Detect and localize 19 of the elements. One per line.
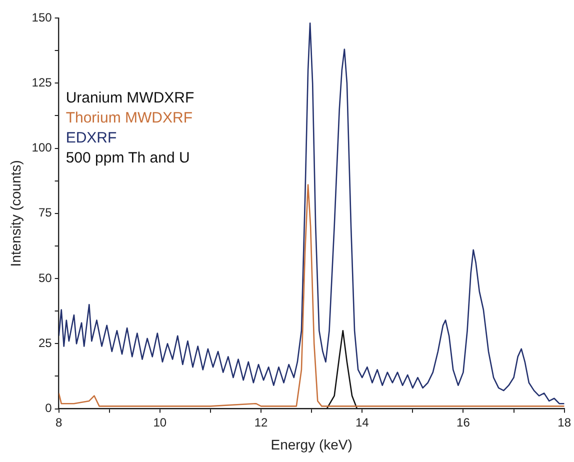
y-tick-label: 150 [32, 10, 52, 24]
x-tick-label: 18 [558, 415, 572, 430]
y-tick-label: 50 [38, 270, 52, 285]
text: EDXRF [66, 130, 117, 147]
x-tick-label: 14 [355, 415, 370, 430]
y-tick-label: 0 [45, 401, 52, 416]
y-axis-title: Intensity (counts) [7, 160, 24, 267]
x-tick-label: 10 [153, 415, 167, 430]
y-tick-label: 100 [32, 140, 52, 155]
x-tick-label: 8 [55, 415, 62, 430]
text: Uranium MWDXRF [66, 90, 194, 107]
x-tick-label: 16 [456, 415, 470, 430]
y-tick-label: 25 [38, 336, 52, 350]
y-tick-label: 75 [38, 206, 52, 220]
x-tick-label: 12 [254, 415, 268, 430]
y-tick-label: 125 [32, 75, 52, 90]
annotation: 500 ppm Th and U [66, 150, 190, 167]
x-axis-title: Energy (keV) [270, 436, 352, 452]
text: Thorium MWDXRF [66, 110, 192, 127]
